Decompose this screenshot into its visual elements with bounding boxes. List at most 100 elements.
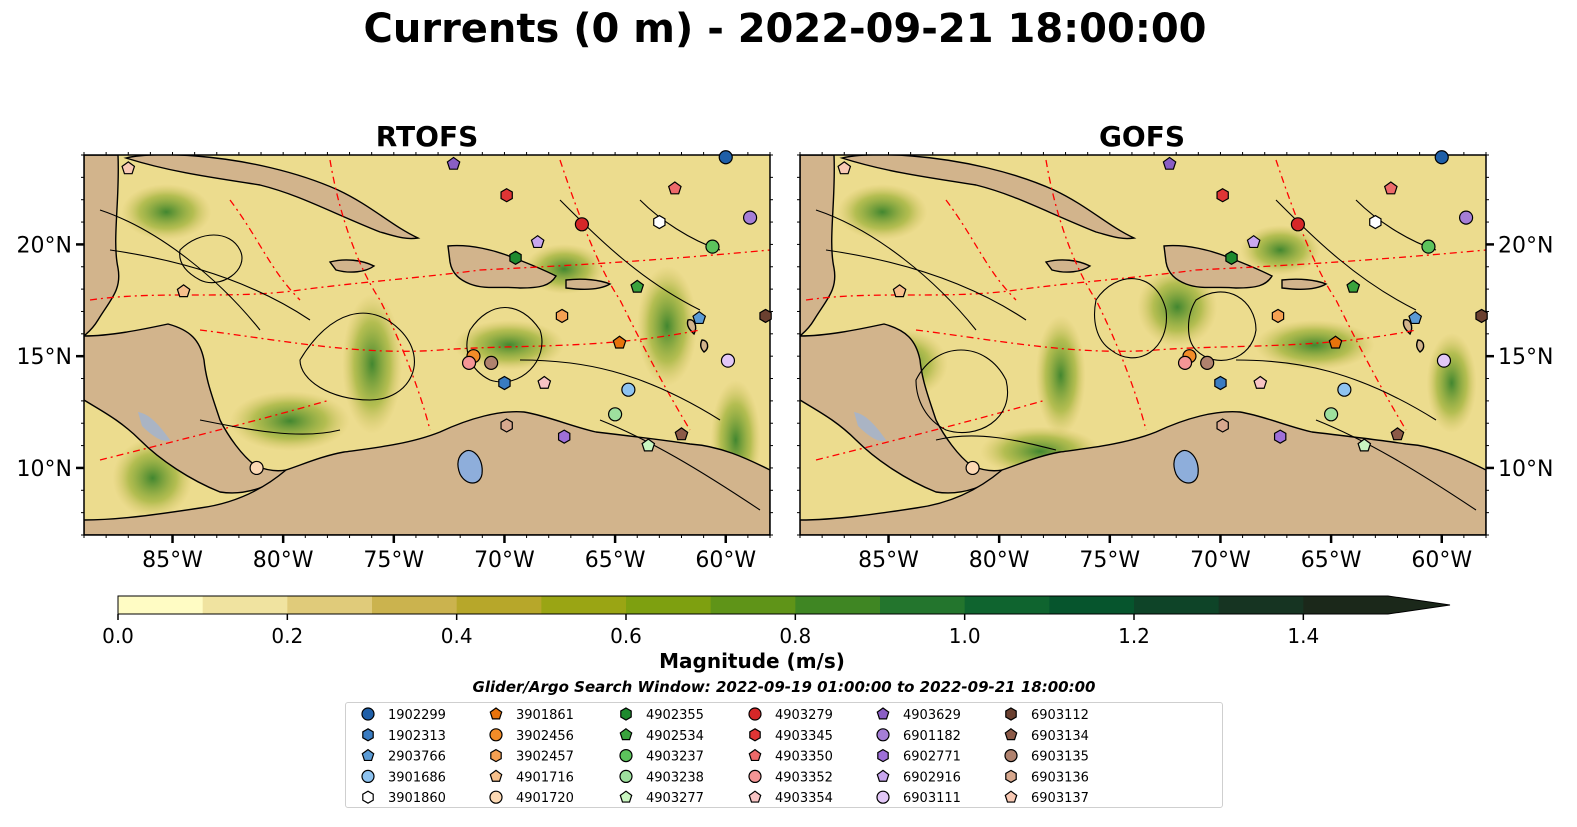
current-blob [1240,225,1321,275]
current-blob [637,266,698,386]
legend-label: 6903136 [1031,770,1089,785]
legend-entry: 2903766 [361,748,446,765]
float-marker-3901860 [1369,214,1382,230]
legend-label: 3901860 [388,791,446,806]
float-marker-3901686 [621,382,636,397]
legend-marker-circle [361,769,375,784]
float-marker-4902534 [1346,279,1361,293]
float-marker-4903350 [1383,181,1398,195]
cuba [123,155,421,240]
legend-label: 4901716 [516,770,574,785]
colorbar-segment [626,596,712,614]
legend-entries: 1902299 1902313 2903766 3901686 3901860 39018… [361,707,1089,806]
float-marker-4903279 [1290,217,1306,232]
south-america [84,410,770,535]
colorbar-segments [117,595,1451,615]
legend-marker-pentagon [489,769,503,782]
y-tick-label: 15°N [17,345,72,370]
legend-entry: 4901716 [489,769,574,785]
colorbar-segment [1134,596,1220,614]
legend-entry: 4903279 [748,707,833,723]
legend-label: 3901686 [388,770,446,785]
legend-marker-pentagon [1004,790,1018,803]
float-marker-4903237 [705,239,720,254]
y-tick-label: 10°N [17,457,72,482]
legend-marker-circle [748,707,762,721]
float-marker-4903345 [1216,188,1229,203]
current-magnitude-blobs [112,184,761,518]
x-tick-label: 80°W [253,548,314,573]
colorbar-segment [1303,596,1389,614]
float-marker-3901861 [1328,335,1343,349]
float-marker-4903237 [1421,239,1436,254]
legend-marker-hexagon [490,748,502,763]
yucatan [84,155,120,337]
map-panel-gofs: GOFS [797,120,1553,573]
legend-label: 6903134 [1031,729,1089,744]
legend-marker-pentagon [619,728,633,741]
legend-marker-circle [489,728,503,742]
legend-entry: 3901686 [361,769,446,785]
float-marker-6901182 [742,210,758,225]
legend-entry: 6902771 [877,748,961,765]
panel-title: RTOFS [376,120,479,153]
x-tick-label: 65°W [1301,548,1362,573]
legend-label: 2903766 [388,750,446,765]
current-blob [1254,320,1375,370]
current-blob [837,184,928,240]
legend-label: 4903350 [775,750,833,765]
colorbar-segment [372,596,458,614]
legend-marker-circle [876,790,890,804]
colorbar-extend-arrow [1388,596,1450,614]
current-blob [121,184,212,240]
legend-label: 4903354 [775,791,833,806]
float-marker-6903134 [1390,427,1405,441]
south-america [800,410,1486,535]
float-marker-4902534 [630,279,645,293]
legend-label: 6903137 [1031,791,1089,806]
colorbar-tick-label: 0.6 [610,624,642,648]
float-marker-4903629 [446,156,461,170]
colorbar-tick-label: 0.0 [102,624,134,648]
legend-label: 6901182 [903,729,961,744]
colorbar-tick-label: 1.4 [1287,624,1319,648]
legend-entry: 4903629 [876,707,961,723]
float-marker-3901686 [1337,382,1352,397]
y-tick-label: 20°N [17,233,72,258]
colorbar-tick-label: 0.8 [779,624,811,648]
colorbar-segment [202,596,288,614]
float-marker-4903345 [500,188,513,203]
legend-marker-circle [876,728,890,742]
figure-title: Currents (0 m) - 2022-09-21 18:00:00 [364,6,1207,52]
float-marker-4903352 [461,355,477,370]
legend-label: 4903279 [775,708,833,723]
float-marker-6903111 [720,353,736,368]
legend-entry: 6903112 [1005,707,1089,723]
float-marker-4903350 [667,181,682,195]
legend-entry: 4903354 [748,790,833,806]
float-marker-6903135 [484,355,499,370]
float-marker-4901720 [965,460,980,476]
float-marker-4903352 [1177,355,1193,370]
legend-entry: 6903137 [1004,790,1089,806]
search-window-label: Glider/Argo Search Window: 2022-09-19 01… [473,678,1096,696]
float-marker-3901861 [612,335,627,349]
colorbar-segment [1049,596,1135,614]
lesser-antilles [1402,319,1425,353]
legend-entry: 6901182 [876,728,961,744]
legend-label: 3901861 [516,708,574,723]
legend-label: 1902313 [388,729,446,744]
legend-entry: 6903111 [876,790,961,806]
legend-entry: 1902313 [362,728,446,744]
float-marker-6903136 [1216,418,1229,433]
float-marker-6902916 [530,234,545,249]
colorbar-segment [287,596,373,614]
legend-marker-hexagon [1005,707,1017,721]
legend-marker-hexagon [620,707,632,721]
legend-entry: 4903238 [619,769,704,785]
legend-entry: 3901861 [489,707,574,723]
x-tick-label: 60°W [1411,548,1472,573]
panel-title: GOFS [1099,120,1185,153]
float-marker-4903279 [574,217,590,232]
